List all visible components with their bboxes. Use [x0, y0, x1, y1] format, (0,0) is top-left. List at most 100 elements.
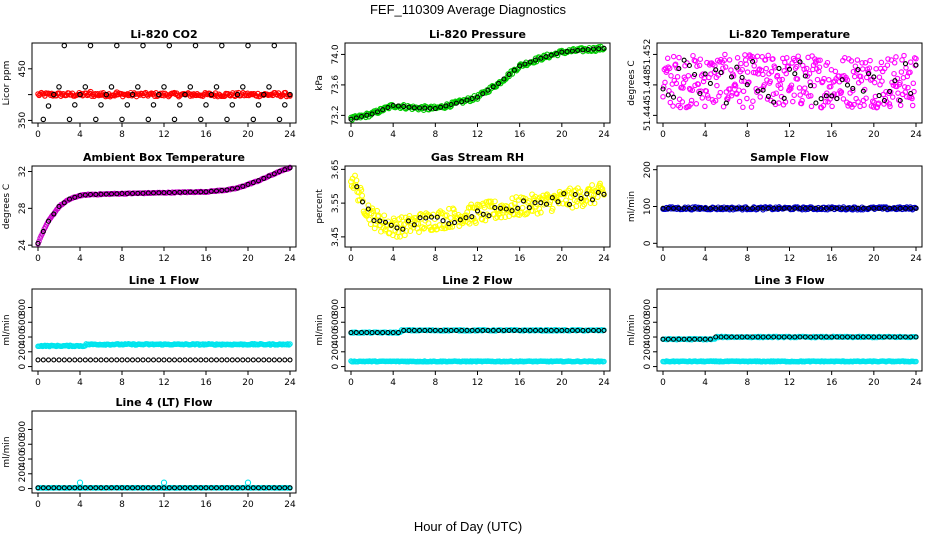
data-point	[82, 192, 88, 198]
data-point	[406, 104, 412, 110]
data-point	[353, 115, 359, 121]
data-point	[702, 336, 708, 342]
data-point	[909, 102, 916, 109]
data-point	[255, 178, 262, 184]
data-point	[87, 357, 94, 363]
data-point	[56, 357, 62, 363]
data-point	[538, 200, 544, 206]
data-point	[517, 63, 523, 69]
x-tick-label: 20	[556, 378, 568, 388]
data-point	[850, 68, 857, 75]
data-point	[463, 215, 469, 221]
data-point	[866, 71, 872, 77]
data-point	[464, 97, 470, 103]
data-point	[776, 65, 782, 71]
x-tick-label: 4	[390, 130, 396, 140]
data-point	[358, 113, 365, 120]
data-point	[208, 91, 215, 98]
data-point	[245, 42, 251, 49]
panel-pressure: Li-820 Pressure kPa 0 4 8 12 16 20 24 73.2 73.6 74.…	[315, 28, 611, 140]
data-point	[881, 65, 888, 72]
data-point	[538, 55, 544, 61]
data-point	[569, 327, 575, 333]
data-point	[580, 327, 586, 333]
data-point	[821, 75, 827, 82]
data-point	[480, 211, 486, 217]
data-point	[760, 71, 766, 78]
data-point	[763, 65, 769, 72]
data-point	[718, 70, 724, 76]
data-point	[901, 84, 908, 90]
data-point	[119, 357, 125, 363]
data-point	[427, 105, 433, 111]
data-point	[752, 70, 759, 76]
x-tick-label: 24	[284, 500, 296, 510]
data-point	[61, 200, 67, 206]
data-point	[502, 214, 509, 221]
data-point	[282, 357, 288, 363]
data-point	[87, 88, 94, 96]
data-point	[156, 91, 162, 98]
data-point	[813, 205, 819, 211]
x-tick-label: 4	[702, 254, 708, 264]
data-point	[850, 87, 856, 94]
data-point	[87, 191, 94, 198]
y-tick-label: 400	[331, 328, 341, 345]
data-point	[684, 205, 690, 212]
data-point	[76, 479, 84, 486]
data-point	[693, 101, 700, 107]
data-point	[817, 57, 823, 63]
data-point	[395, 103, 401, 109]
data-point	[474, 94, 481, 100]
data-point	[572, 191, 578, 198]
data-point	[742, 52, 748, 58]
data-point	[910, 80, 917, 87]
x-tick-label: 0	[35, 500, 41, 510]
data-point	[674, 74, 681, 80]
data-point	[689, 87, 696, 94]
data-point	[776, 205, 782, 211]
y-tick-label: 200	[331, 343, 341, 360]
y-tick-label: 600	[18, 313, 28, 330]
x-tick-label: 8	[744, 378, 750, 388]
data-point	[884, 62, 891, 68]
data-point	[411, 105, 417, 111]
data-point	[814, 76, 821, 83]
data-point	[448, 101, 454, 108]
data-point	[666, 65, 673, 72]
data-point	[726, 57, 733, 63]
data-point	[471, 205, 478, 212]
data-point	[469, 216, 475, 223]
data-point	[601, 191, 607, 197]
data-point	[82, 84, 89, 90]
data-point	[802, 205, 808, 211]
data-point	[792, 71, 798, 77]
data-point	[564, 327, 570, 333]
data-point	[855, 205, 861, 211]
data-point	[597, 180, 603, 187]
data-point	[765, 93, 771, 99]
data-point	[697, 336, 703, 342]
data-point	[509, 195, 516, 202]
data-point	[902, 61, 909, 67]
x-tick-label: 12	[158, 500, 169, 510]
panel-title: Line 2 Flow	[442, 274, 512, 287]
data-point	[98, 102, 104, 108]
data-point	[903, 65, 909, 71]
x-tick-label: 16	[200, 254, 212, 264]
data-point	[266, 357, 272, 363]
x-tick-label: 12	[784, 130, 795, 140]
y-axis-label: ml/min	[627, 191, 637, 222]
data-point	[491, 198, 498, 205]
y-tick-label: 32	[18, 166, 28, 177]
panel-line2: Line 2 Flow ml/min 0 4 8 12 16 20 24 0 20040060080…	[315, 274, 611, 388]
data-point	[871, 79, 878, 86]
data-point	[72, 194, 78, 200]
data-point	[887, 205, 893, 211]
data-point	[887, 88, 893, 94]
data-point	[676, 54, 682, 61]
data-point	[720, 103, 727, 110]
data-point	[377, 218, 383, 224]
data-point	[871, 205, 877, 211]
data-point	[811, 82, 817, 89]
